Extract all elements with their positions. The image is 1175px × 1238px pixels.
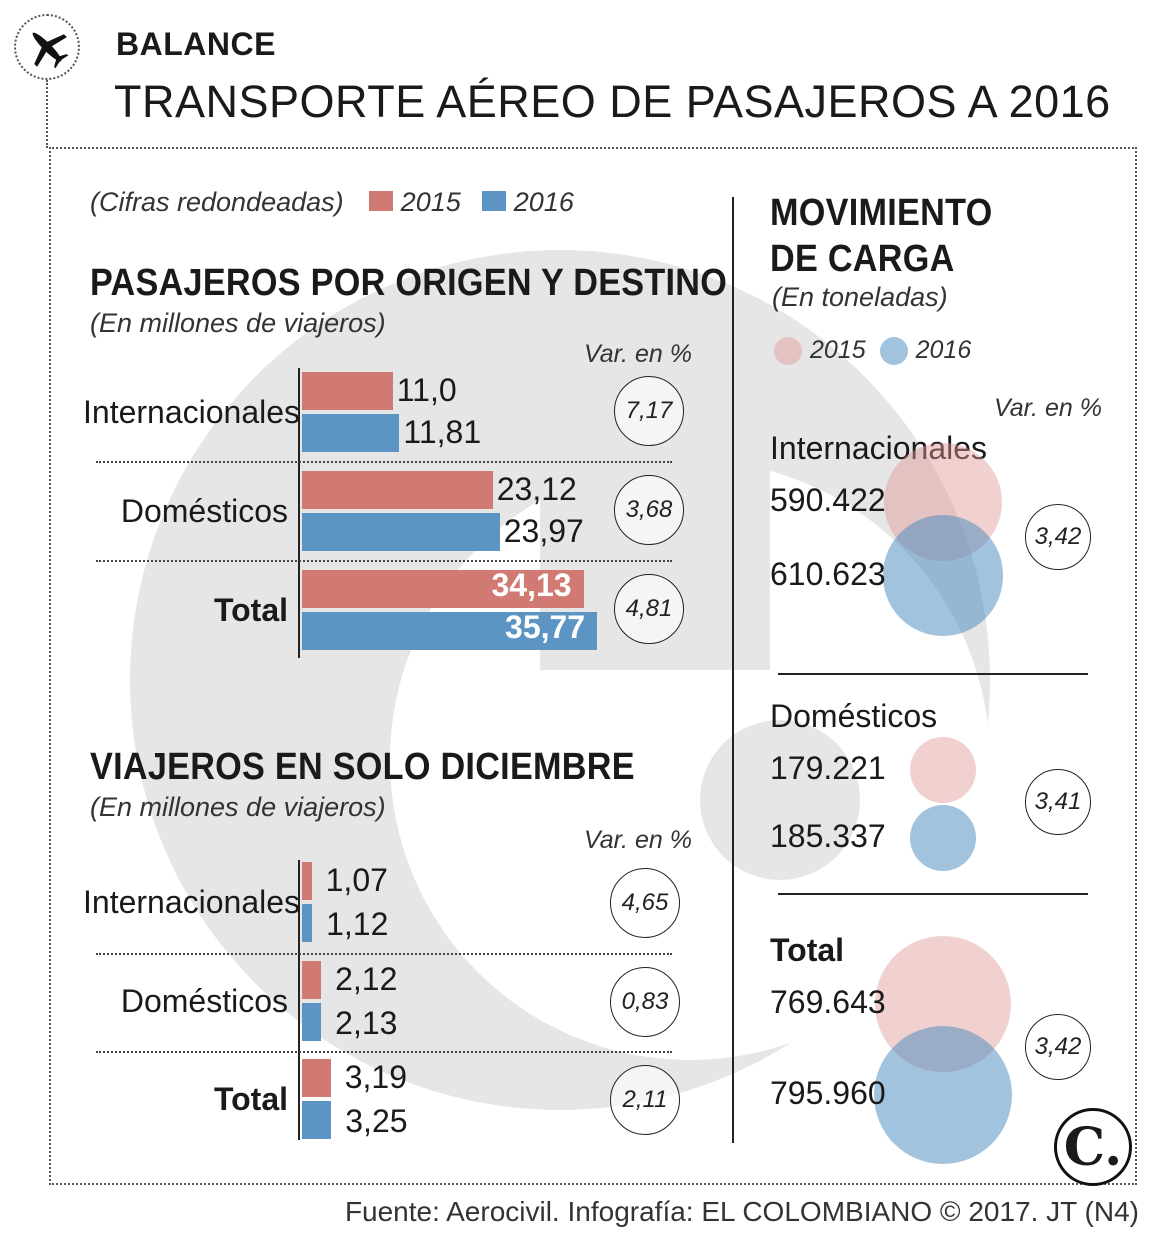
variation-circle: 4,65 — [610, 868, 680, 938]
value-label: 34,13 — [491, 567, 572, 603]
legend-label-2015: 2015 — [400, 187, 461, 217]
variation-circle: 3,68 — [614, 475, 684, 545]
variation-circle: 3,42 — [1025, 1014, 1091, 1081]
cargo-legend-dot-2015 — [774, 336, 802, 365]
bubble-2016 — [874, 1025, 1012, 1164]
category-label: Internacionales — [83, 394, 301, 430]
bubble-2016 — [882, 515, 1004, 637]
variation-circle: 2,11 — [610, 1065, 680, 1135]
bar-2016 — [302, 1101, 332, 1139]
value-label: 3,19 — [344, 1059, 407, 1095]
airplane-icon — [32, 32, 69, 69]
value-label: 3,25 — [345, 1103, 408, 1139]
bar-2016 — [302, 414, 400, 452]
cargo-separator — [778, 893, 1088, 895]
variation-circle: 0,83 — [610, 967, 680, 1037]
chart1-var-header: Var. en % — [584, 340, 692, 368]
bar-2015 — [302, 570, 584, 608]
cargo-value-label: 769.643 — [770, 984, 886, 1020]
value-label: 23,12 — [496, 471, 577, 507]
cargo-legend-dot-2016 — [879, 336, 908, 365]
content-frame — [49, 147, 1137, 1185]
value-label: 2,12 — [335, 961, 398, 997]
kicker: BALANCE — [116, 26, 276, 62]
cargo-category-label: Domésticos — [770, 698, 938, 734]
legend: (Cifras redondeadas) 2015 2016 — [90, 187, 574, 218]
value-label: 11,0 — [396, 372, 457, 408]
chart2-title: VIAJEROS EN SOLO DICIEMBRE — [90, 746, 635, 788]
cargo-value-label: 179.221 — [770, 750, 886, 786]
column-divider — [732, 197, 734, 1143]
page-title: TRANSPORTE AÉREO DE PASAJEROS A 2016 — [114, 76, 1111, 127]
value-label: 2,13 — [335, 1005, 398, 1041]
el-colombiano-logo: C. — [1054, 1108, 1132, 1186]
chart3-var-header: Var. en % — [994, 394, 1102, 422]
chart3-subtitle: (En toneladas) — [772, 282, 948, 312]
row-separator — [96, 953, 672, 955]
chart2-subtitle: (En millones de viajeros) — [90, 792, 386, 822]
source-credit: Fuente: Aerocivil. Infografía: EL COLOMB… — [344, 1196, 1139, 1227]
category-label: Internacionales — [83, 884, 301, 920]
cargo-legend-label-2016: 2016 — [915, 336, 972, 364]
row-separator — [96, 560, 672, 562]
bar-2015 — [302, 471, 493, 509]
value-label: 1,12 — [326, 906, 389, 942]
row-separator — [96, 1051, 672, 1053]
chart1-title: PASAJEROS POR ORIGEN Y DESTINO — [90, 262, 728, 304]
legend-label-2016: 2016 — [513, 187, 574, 217]
cargo-value-label: 185.337 — [770, 818, 886, 855]
cargo-separator — [778, 673, 1088, 675]
category-label: Total — [213, 592, 288, 628]
value-label: 23,97 — [503, 513, 584, 549]
cargo-value-label: 610.623 — [770, 555, 886, 592]
legend-swatch-2015 — [369, 191, 394, 211]
cargo-category-label: Internacionales — [770, 430, 988, 466]
bar-2015 — [302, 372, 393, 410]
bar-2016 — [302, 612, 598, 650]
cargo-legend-label-2015: 2015 — [810, 336, 866, 364]
variation-circle: 7,17 — [614, 376, 684, 446]
cargo-value-label: 590.422 — [770, 482, 886, 518]
bar-2016 — [302, 904, 313, 942]
bar-2015 — [302, 1059, 331, 1097]
variation-circle: 3,41 — [1025, 769, 1091, 836]
chart3-legend: 2015 2016 — [774, 336, 971, 365]
cargo-category-label: Total — [770, 932, 845, 968]
chart2-axis — [298, 860, 300, 1140]
category-label: Domésticos — [120, 493, 288, 529]
bar-2015 — [302, 862, 312, 900]
bubble-2016 — [909, 804, 977, 872]
variation-circle: 4,81 — [614, 574, 684, 644]
bar-2015 — [302, 961, 322, 999]
chart1-subtitle: (En millones de viajeros) — [90, 308, 386, 338]
bubble-2015 — [910, 737, 976, 803]
bar-2016 — [302, 1003, 322, 1041]
connector-line — [46, 80, 48, 148]
plane-badge — [14, 14, 80, 80]
chart1-axis — [298, 368, 300, 658]
value-label: 1,07 — [325, 862, 388, 898]
chart3-title: MOVIMIENTO DE CARGA — [770, 192, 993, 280]
category-label: Total — [213, 1081, 288, 1117]
bar-2016 — [302, 513, 500, 551]
value-label: 35,77 — [505, 609, 586, 645]
legend-swatch-2016 — [482, 191, 507, 211]
chart2-var-header: Var. en % — [584, 826, 692, 854]
variation-circle: 3,42 — [1025, 503, 1091, 570]
category-label: Domésticos — [120, 983, 288, 1019]
cargo-value-label: 795.960 — [770, 1074, 886, 1111]
row-separator — [96, 461, 672, 463]
rounding-note: (Cifras redondeadas) — [90, 187, 344, 217]
value-label: 11,81 — [403, 414, 482, 450]
